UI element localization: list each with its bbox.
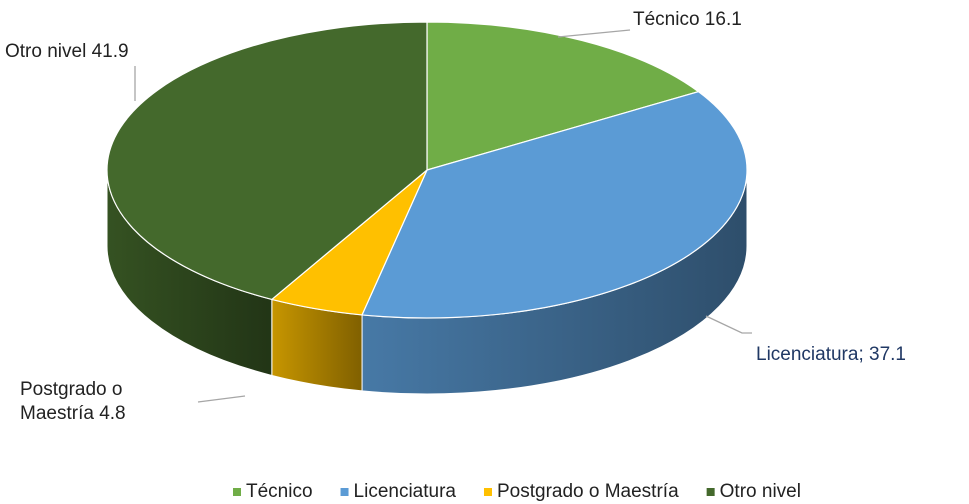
pie-slice [361,90,748,319]
data-label: Licenciatura; 37.1 [756,344,906,365]
pie-slice [106,21,428,301]
data-label: Técnico 16.1 [633,9,742,30]
legend-label: Postgrado o Maestría [497,481,679,502]
legend-swatch [340,488,349,496]
leader-line [197,395,246,403]
legend-swatch [706,488,715,496]
data-label: Otro nivel 41.9 [5,41,129,62]
leader-line [705,315,752,334]
legend-swatch [233,488,241,496]
leader-line [557,29,631,38]
data-label: Postgrado o Maestría 4.8 [20,379,126,424]
pie-slice [426,21,700,171]
legend-label: Técnico [246,481,313,502]
legend-swatch [483,488,492,496]
legend-label: Licenciatura [354,481,457,502]
legend-label: Otro nivel [720,481,801,502]
